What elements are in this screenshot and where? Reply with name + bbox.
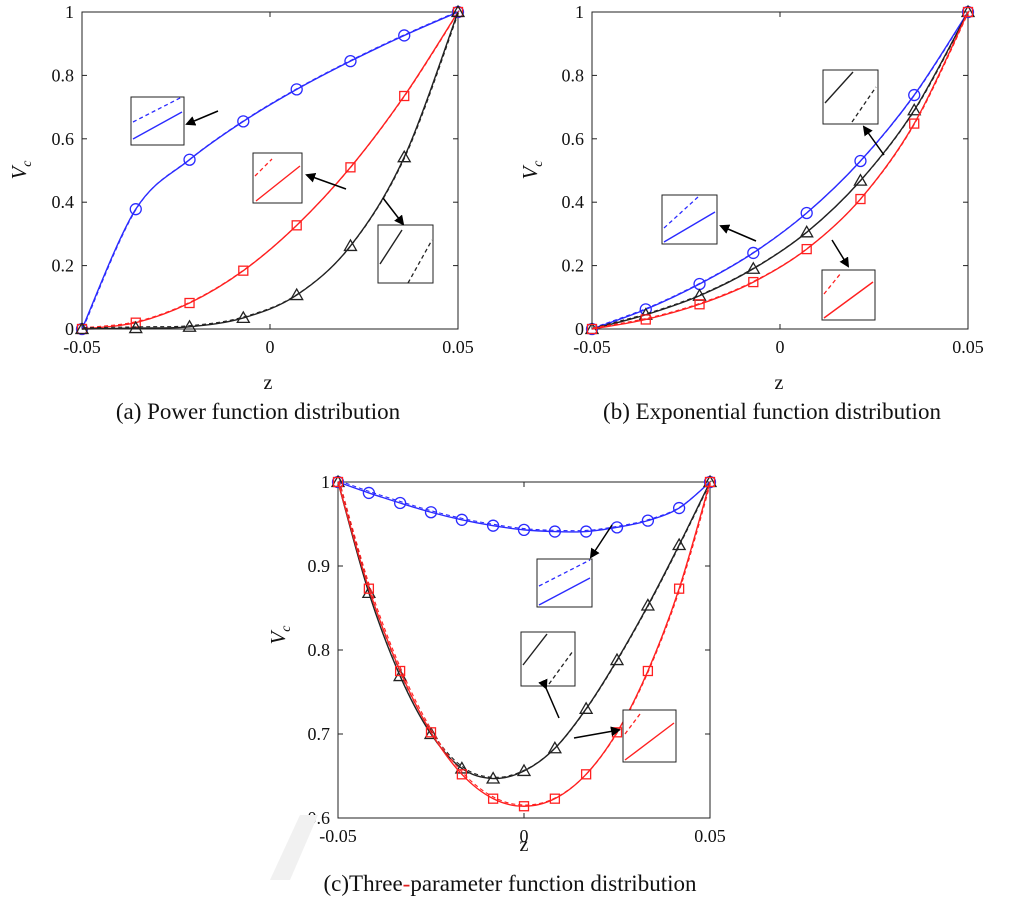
panel-c-inset-blue: [537, 559, 592, 607]
series-1-line: [592, 12, 968, 329]
x-tick-label: -0.05: [63, 337, 101, 357]
panel-b-inset-black-arrow: [864, 127, 884, 155]
panel-b-caption: (b) Exponential function distribution: [603, 399, 941, 424]
axes-frame: [592, 12, 968, 329]
panel-a-x-axis-label: z: [264, 372, 273, 394]
panel-b-inset-blue: [662, 195, 717, 244]
panel-a-y-axis-label: Vc: [7, 160, 35, 180]
y-tick-label: 0.6: [52, 129, 75, 149]
panel-c-plot-area: -0.05 0 0.050.60.70.80.91: [308, 472, 726, 846]
y-tick-label: 0: [575, 319, 584, 339]
panel-a-inset-black-arrow: [383, 198, 403, 224]
x-tick-label: 0.05: [952, 337, 984, 357]
panel-b-inset-black: [823, 70, 878, 124]
panel-a-inset-blue-arrow: [187, 111, 218, 124]
y-tick-label: 0.4: [52, 192, 75, 212]
x-tick-label: 0.05: [694, 826, 726, 846]
y-tick-label: 0.8: [562, 65, 585, 85]
x-tick-label: -0.05: [573, 337, 611, 357]
y-tick-label: 1: [65, 2, 74, 22]
y-tick-label: 0: [65, 319, 74, 339]
panel-c-inset-black-arrow: [546, 688, 559, 718]
panel-a-inset-blue: [131, 97, 184, 145]
x-tick-label: 0.05: [442, 337, 474, 357]
panel-c-inset-black: [521, 632, 575, 686]
y-tick-label: 0.4: [562, 192, 585, 212]
panel-c-y-axis-label: Vc: [266, 625, 294, 645]
panel-b-x-axis-label: z: [775, 372, 784, 394]
decorative-watermark: [270, 815, 318, 880]
series-1-dashed-line: [593, 11, 969, 328]
y-tick-label: 0.8: [52, 65, 75, 85]
x-tick-label: 0: [266, 337, 275, 357]
y-tick-label: 0.7: [308, 724, 331, 744]
series-2-line: [592, 12, 968, 329]
y-tick-label: 0.9: [308, 556, 331, 576]
y-tick-label: 1: [321, 472, 330, 492]
y-tick-label: 0.2: [52, 256, 75, 276]
panel-c-x-axis-label: z: [520, 834, 529, 856]
y-tick-label: 0.6: [562, 129, 585, 149]
panel-b-inset-blue-arrow: [721, 226, 756, 241]
panel-b-inset-red: [822, 270, 875, 320]
panel-b-y-axis-label: Vc: [518, 160, 546, 180]
series-0-dashed-line: [593, 11, 969, 328]
panel-c-caption: (c)Three-parameter function distribution: [324, 871, 697, 896]
panel-c: -0.05 0 0.050.60.70.80.91 Vc z (c)Three-pa…: [266, 472, 726, 896]
y-tick-label: 0.8: [308, 640, 331, 660]
panel-c-inset-red: [623, 710, 676, 762]
panel-a-inset-black: [378, 225, 433, 283]
y-tick-label: 1: [575, 2, 584, 22]
series-2-dashed-line: [593, 11, 969, 328]
x-tick-label: -0.05: [319, 826, 357, 846]
y-tick-label: 0.2: [562, 256, 585, 276]
panel-a-inset-red-arrow: [307, 175, 346, 189]
series-0-line: [592, 12, 968, 329]
x-tick-label: 0: [776, 337, 785, 357]
panel-a-caption: (a) Power function distribution: [116, 399, 401, 424]
panel-b-inset-red-arrow: [832, 240, 848, 266]
panel-a-inset-red: [253, 153, 302, 203]
